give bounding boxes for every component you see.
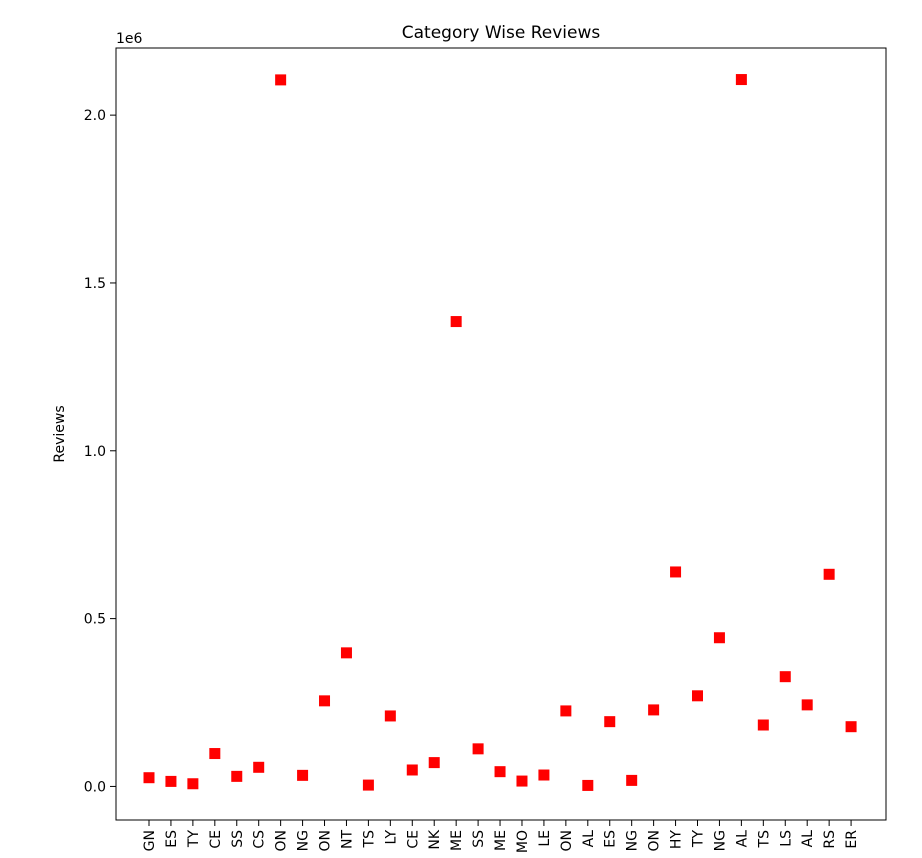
x-tick-label: TY bbox=[691, 830, 707, 849]
data-point bbox=[231, 770, 243, 782]
x-tick-label: ME bbox=[449, 830, 465, 851]
data-point bbox=[516, 775, 528, 787]
data-point bbox=[297, 769, 309, 781]
chart-title: Category Wise Reviews bbox=[402, 23, 601, 43]
data-point bbox=[450, 316, 462, 328]
x-tick-label: ES bbox=[164, 830, 180, 848]
data-point bbox=[319, 695, 331, 707]
x-tick-label: ME bbox=[493, 830, 509, 851]
data-point bbox=[384, 710, 396, 722]
x-tick-label: CE bbox=[405, 830, 421, 849]
data-point bbox=[253, 761, 265, 773]
x-tick-label: MO bbox=[515, 830, 531, 853]
x-tick-label: ON bbox=[318, 830, 334, 852]
x-tick-label: TY bbox=[186, 830, 202, 849]
x-tick-label: AL bbox=[800, 830, 816, 848]
y-axis: 0.0 0.5 1.0 1.5 2.0 bbox=[84, 108, 116, 795]
data-point bbox=[757, 719, 769, 731]
y-tick-label: 1.0 bbox=[84, 444, 106, 460]
y-tick-label: 2.0 bbox=[84, 108, 106, 124]
data-point bbox=[275, 74, 287, 86]
x-tick-label: HY bbox=[669, 830, 685, 850]
data-point bbox=[406, 764, 418, 776]
x-tick-label: AL bbox=[581, 830, 597, 848]
data-point bbox=[801, 699, 813, 711]
x-tick-label: LY bbox=[383, 830, 399, 845]
x-tick-label: GN bbox=[142, 830, 158, 851]
data-points bbox=[143, 74, 857, 791]
data-point bbox=[494, 766, 506, 778]
y-tick-label: 1.5 bbox=[84, 276, 106, 292]
x-tick-label: NK bbox=[427, 829, 443, 849]
data-point bbox=[143, 772, 155, 784]
data-point bbox=[187, 778, 199, 790]
data-point bbox=[845, 721, 857, 733]
x-tick-label: SS bbox=[230, 830, 246, 848]
x-tick-label: NG bbox=[296, 830, 312, 851]
data-point bbox=[538, 769, 550, 781]
data-point bbox=[428, 757, 440, 769]
x-tick-label: ON bbox=[559, 830, 575, 852]
x-tick-label: ES bbox=[603, 830, 619, 848]
data-point bbox=[209, 748, 221, 760]
data-point bbox=[340, 647, 352, 659]
data-point bbox=[626, 774, 638, 786]
y-axis-label: Reviews bbox=[52, 405, 68, 462]
data-point bbox=[692, 690, 703, 702]
plot-frame bbox=[115, 47, 887, 821]
x-tick-label: RS bbox=[822, 830, 838, 849]
data-point bbox=[779, 671, 791, 683]
data-point bbox=[823, 568, 835, 580]
x-tick-label: ON bbox=[274, 830, 290, 852]
x-tick-label: CS bbox=[252, 830, 268, 849]
x-tick-label: ER bbox=[844, 830, 860, 849]
data-point bbox=[648, 704, 660, 716]
y-tick-label: 0.0 bbox=[84, 779, 106, 795]
data-point bbox=[713, 632, 725, 644]
data-point bbox=[560, 705, 572, 717]
data-point bbox=[735, 74, 747, 86]
x-tick-label: NG bbox=[625, 830, 641, 851]
y-axis-offset-text: 1e6 bbox=[116, 31, 143, 47]
x-tick-label: NG bbox=[712, 830, 728, 851]
data-point bbox=[362, 779, 374, 791]
x-tick-label: CE bbox=[208, 830, 224, 849]
data-point bbox=[604, 716, 616, 728]
x-tick-label: NT bbox=[339, 830, 355, 849]
x-tick-label: LE bbox=[537, 830, 553, 847]
x-tick-label: ON bbox=[647, 830, 663, 852]
x-tick-label: LS bbox=[778, 830, 794, 847]
x-axis: GN ES TY CE SS CS ON NG ON NT TS LY CE NK ME SS ME MO LE ON… bbox=[142, 820, 860, 853]
data-point bbox=[582, 779, 594, 791]
x-tick-label: TS bbox=[361, 830, 377, 849]
data-point bbox=[472, 743, 484, 755]
x-tick-label: TS bbox=[756, 830, 772, 849]
y-tick-label: 0.5 bbox=[84, 612, 106, 628]
x-tick-label: AL bbox=[734, 830, 750, 848]
x-tick-label: SS bbox=[471, 830, 487, 848]
data-point bbox=[670, 566, 682, 578]
data-point bbox=[165, 775, 177, 787]
